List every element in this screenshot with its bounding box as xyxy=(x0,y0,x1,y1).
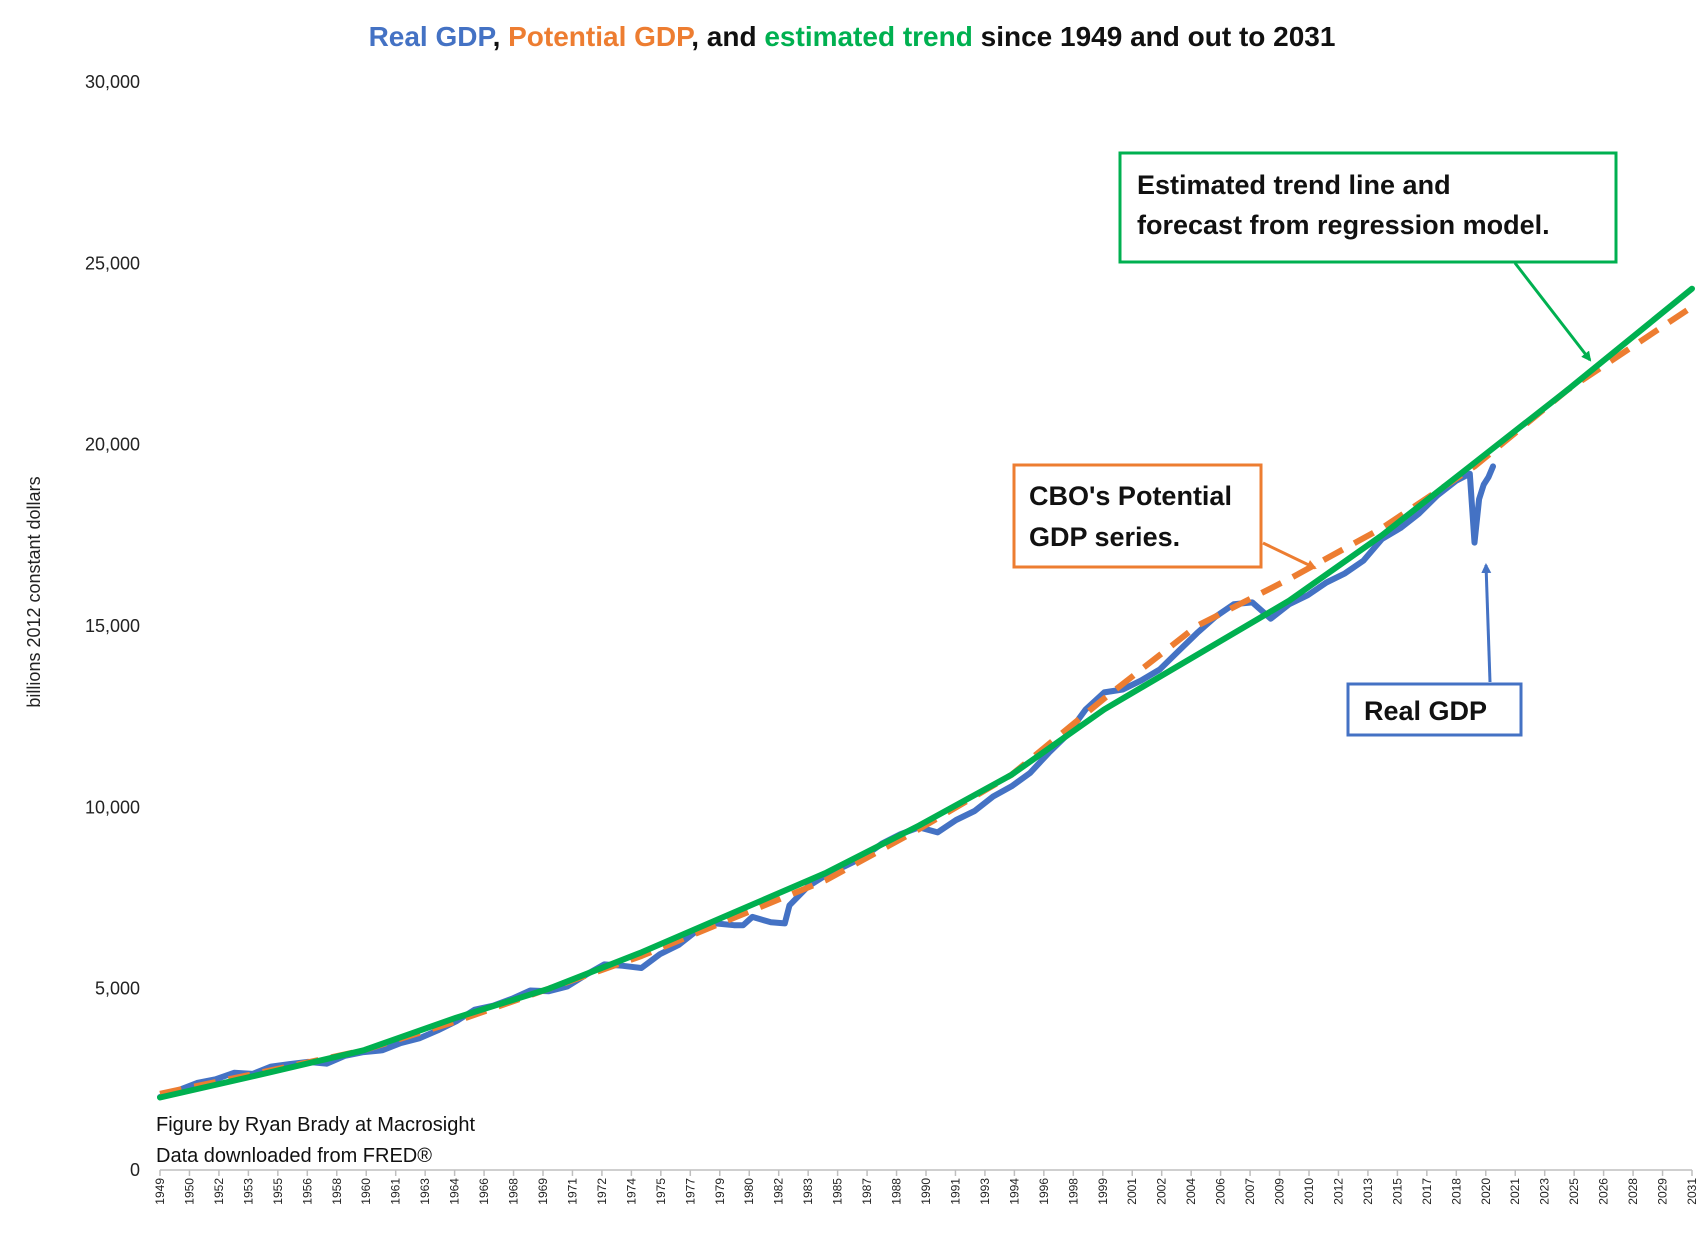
x-tick-label: 1953 xyxy=(241,1178,255,1205)
x-tick-label: 1977 xyxy=(683,1178,697,1205)
series-trend-line xyxy=(157,285,1695,1101)
x-tick-label: 1975 xyxy=(654,1178,668,1205)
x-tick-label: 1982 xyxy=(772,1178,786,1205)
x-tick-label: 1960 xyxy=(359,1178,373,1205)
x-tick-label: 1974 xyxy=(624,1178,638,1205)
x-tick-label: 1999 xyxy=(1096,1178,1110,1205)
annotation-real: Real GDP xyxy=(1346,563,1523,737)
annotation-trend-box xyxy=(1118,151,1618,264)
x-tick-label: 2021 xyxy=(1508,1178,1522,1205)
x-tick-label: 1956 xyxy=(300,1178,314,1205)
chart-title-part-1: , xyxy=(493,21,509,52)
x-tick-label: 1952 xyxy=(212,1178,226,1205)
x-tick-label: 1961 xyxy=(389,1178,403,1205)
x-tick-label: 2015 xyxy=(1390,1178,1404,1205)
x-tick-label: 1958 xyxy=(330,1178,344,1205)
x-tick-label: 1964 xyxy=(448,1178,462,1205)
x-tick-label: 1987 xyxy=(860,1178,874,1205)
chart-title-part-2: Potential GDP xyxy=(508,21,694,52)
chart-title-part-0: Real GDP xyxy=(369,21,496,52)
x-tick-label: 2028 xyxy=(1626,1178,1640,1205)
x-tick-label: 1993 xyxy=(978,1178,992,1205)
y-tick-label: 15,000 xyxy=(85,616,140,636)
x-tick-label: 1963 xyxy=(418,1178,432,1205)
y-tick-label: 25,000 xyxy=(85,253,140,273)
x-tick-label: 2001 xyxy=(1125,1178,1139,1205)
chart-title-part-5: since 1949 and out to 2031 xyxy=(973,21,1336,52)
annotation-real-line1: Real GDP xyxy=(1364,696,1487,726)
x-tick-label: 1985 xyxy=(831,1178,845,1205)
annotation-real-arrow xyxy=(1481,563,1492,683)
x-tick-label: 2006 xyxy=(1214,1178,1228,1205)
x-tick-label: 1983 xyxy=(801,1178,815,1205)
x-tick-label: 1979 xyxy=(713,1178,727,1205)
annotation-potential: CBO's Potential GDP series. xyxy=(1012,463,1317,570)
x-tick-label: 2026 xyxy=(1597,1178,1611,1205)
x-tick-label: 1950 xyxy=(182,1178,196,1205)
annotation-trend-arrow xyxy=(1513,262,1592,362)
chart-title-part-4: estimated trend xyxy=(764,21,973,52)
annotation-trend-line1: Estimated trend line and xyxy=(1137,170,1451,200)
credit-source: Data downloaded from FRED® xyxy=(156,1145,432,1167)
x-tick-label: 1996 xyxy=(1037,1178,1051,1205)
y-tick-label: 10,000 xyxy=(85,797,140,817)
annotation-potential-arrow xyxy=(1262,541,1317,570)
x-tick-label: 2010 xyxy=(1302,1178,1316,1205)
x-tick-label: 1990 xyxy=(919,1178,933,1205)
y-axis-label: billions 2012 constant dollars xyxy=(24,476,44,707)
annotation-trend: Estimated trend line and forecast from r… xyxy=(1118,151,1618,362)
chart-title-part-3: , and xyxy=(691,21,764,52)
annotation-potential-box xyxy=(1012,463,1263,569)
y-tick-label: 0 xyxy=(130,1160,140,1180)
x-tick-label: 2025 xyxy=(1567,1178,1581,1205)
x-tick-label: 2020 xyxy=(1479,1178,1493,1205)
x-tick-label: 1972 xyxy=(595,1178,609,1205)
x-tick-label: 2031 xyxy=(1685,1178,1699,1205)
x-tick-label: 2018 xyxy=(1449,1178,1463,1205)
x-tick-label: 1955 xyxy=(271,1178,285,1205)
y-tick-label: 20,000 xyxy=(85,435,140,455)
x-tick-label: 1991 xyxy=(948,1178,962,1205)
annotation-potential-line2: GDP series. xyxy=(1029,522,1180,552)
x-tick-label: 1988 xyxy=(890,1178,904,1205)
y-axis-ticks: 0 5,000 10,000 15,000 20,000 25,000 30,000 xyxy=(85,72,140,1180)
y-tick-label: 30,000 xyxy=(85,72,140,92)
x-tick-label: 2013 xyxy=(1361,1178,1375,1205)
x-tick-label: 2009 xyxy=(1273,1178,1287,1205)
x-tick-label: 2007 xyxy=(1243,1178,1257,1205)
x-tick-label: 2029 xyxy=(1656,1178,1670,1205)
x-axis-ticks: 1949 1950 1952 1953 1955 1956 1958 1960 1961 1963… xyxy=(153,1170,1699,1205)
x-tick-label: 1994 xyxy=(1007,1178,1021,1205)
x-tick-label: 2004 xyxy=(1184,1178,1198,1205)
y-tick-label: 5,000 xyxy=(95,979,140,999)
x-tick-label: 1966 xyxy=(477,1178,491,1205)
annotation-trend-line2: forecast from regression model. xyxy=(1137,210,1550,240)
annotation-real-box xyxy=(1346,682,1523,737)
x-tick-label: 2002 xyxy=(1155,1178,1169,1205)
x-tick-label: 1980 xyxy=(742,1178,756,1205)
x-tick-label: 1968 xyxy=(507,1178,521,1205)
series-potential-gdp-line xyxy=(159,304,1694,1097)
x-tick-label: 1971 xyxy=(565,1178,579,1205)
chart-title: Real GDP, Potential GDP, and estimated t… xyxy=(369,21,1336,52)
annotation-potential-line1: CBO's Potential xyxy=(1029,481,1232,511)
x-tick-label: 2017 xyxy=(1420,1178,1434,1205)
series-real-gdp-line xyxy=(157,463,1496,1101)
x-tick-label: 1969 xyxy=(536,1178,550,1205)
credit-author: Figure by Ryan Brady at Macrosight xyxy=(156,1114,475,1136)
x-tick-label: 1998 xyxy=(1066,1178,1080,1205)
x-tick-label: 2023 xyxy=(1538,1178,1552,1205)
x-tick-label: 2012 xyxy=(1331,1178,1345,1205)
x-tick-label: 1949 xyxy=(153,1178,167,1205)
